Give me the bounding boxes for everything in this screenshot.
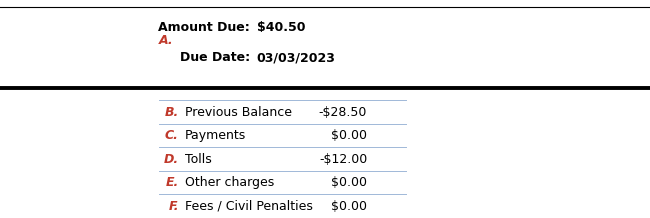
Text: Amount Due:: Amount Due: bbox=[159, 21, 250, 34]
Text: Payments: Payments bbox=[185, 129, 246, 142]
Text: $40.50: $40.50 bbox=[257, 21, 306, 34]
Text: $0.00: $0.00 bbox=[332, 129, 367, 142]
Text: Tolls: Tolls bbox=[185, 153, 212, 166]
Text: A.: A. bbox=[159, 34, 174, 47]
Text: Previous Balance: Previous Balance bbox=[185, 106, 292, 119]
Text: D.: D. bbox=[164, 153, 179, 166]
Text: -$12.00: -$12.00 bbox=[319, 153, 367, 166]
Text: E.: E. bbox=[166, 176, 179, 189]
Text: C.: C. bbox=[165, 129, 179, 142]
Text: Fees / Civil Penalties: Fees / Civil Penalties bbox=[185, 200, 313, 213]
Text: B.: B. bbox=[164, 106, 179, 119]
Text: $0.00: $0.00 bbox=[332, 200, 367, 213]
Text: Other charges: Other charges bbox=[185, 176, 274, 189]
Text: Due Date:: Due Date: bbox=[180, 51, 250, 64]
Text: -$28.50: -$28.50 bbox=[319, 106, 367, 119]
Text: 03/03/2023: 03/03/2023 bbox=[257, 51, 335, 64]
Text: $0.00: $0.00 bbox=[332, 176, 367, 189]
Text: F.: F. bbox=[168, 200, 179, 213]
